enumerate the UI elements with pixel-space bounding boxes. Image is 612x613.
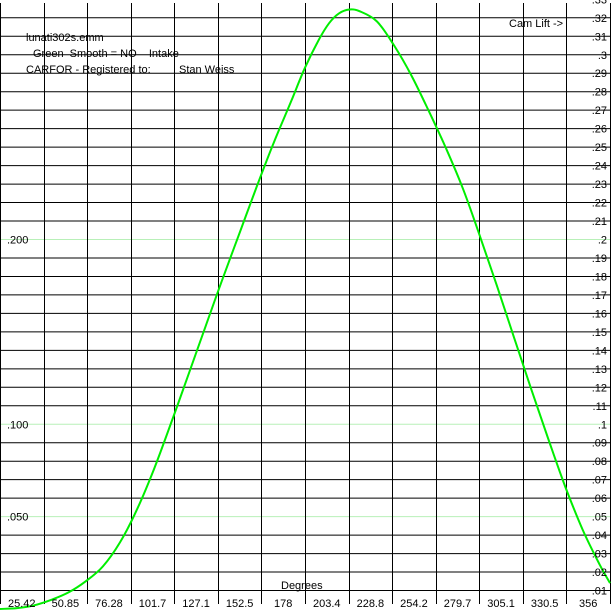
y-tick-label-right: .18: [592, 271, 607, 283]
y-tick-label-right: .32: [592, 13, 607, 25]
x-tick-label: 50.85: [52, 598, 80, 610]
y-tick-label-right: .11: [593, 401, 607, 413]
x-tick-label: 76.28: [95, 598, 123, 610]
y-tick-label-right: .25: [592, 142, 607, 154]
registration-label: CARFOR - Registered to:: [26, 64, 151, 76]
file-name-label: lunati302s.emm: [26, 32, 104, 44]
series-legend-label: Cam Lift ->: [509, 18, 563, 30]
y-tick-label-right: .27: [592, 105, 607, 117]
y-tick-label-right: .07: [592, 475, 607, 487]
y-tick-label-right: .2: [598, 235, 607, 247]
y-tick-label-right: .17: [592, 290, 607, 302]
y-tick-label-right: .03: [592, 549, 607, 561]
y-tick-label-right: .23: [592, 179, 607, 191]
x-tick-label: 127.1: [182, 598, 210, 610]
y-tick-label-right: .16: [592, 308, 607, 320]
y-tick-label-left: .100: [7, 419, 28, 431]
cam-lift-series-line: [0, 8, 611, 610]
y-tick-label-left: .050: [7, 512, 28, 524]
y-tick-label-right: .33: [592, 0, 607, 6]
x-tick-label: 305.1: [487, 598, 515, 610]
y-tick-label-right: .22: [592, 198, 607, 210]
y-tick-label-right: .14: [592, 345, 607, 357]
x-tick-label: 101.7: [139, 598, 167, 610]
x-tick-label: 152.5: [226, 598, 254, 610]
registered-name-label: Stan Weiss: [179, 64, 235, 76]
y-tick-label-right: .09: [592, 438, 607, 450]
x-tick-label: 254.2: [400, 598, 428, 610]
y-tick-label-right: .06: [592, 493, 607, 505]
y-tick-label-right: .28: [592, 87, 607, 99]
y-tick-label-right: .26: [592, 124, 607, 136]
x-axis-labels: 25.42 50.85 76.28 101.7 127.1 152.5 178 203.4 22…: [8, 598, 597, 610]
y-tick-label-right: .3: [598, 50, 607, 62]
y-tick-label-right: .24: [592, 161, 607, 173]
y-tick-label-right: .02: [592, 567, 607, 579]
smooth-setting-label: Green Smooth = NO Intake: [33, 48, 179, 60]
x-tick-label: 279.7: [444, 598, 472, 610]
y-tick-label-right: .21: [592, 216, 607, 228]
y-tick-label-right: .12: [592, 382, 607, 394]
x-axis-title: Degrees: [281, 580, 323, 592]
y-tick-label-right: .05: [592, 512, 607, 524]
y-axis-left-labels: .050 .100 .200: [7, 235, 28, 524]
x-tick-label: 330.5: [531, 598, 559, 610]
y-tick-label-right: .01: [592, 586, 607, 598]
x-tick-label: 203.4: [313, 598, 341, 610]
y-tick-label-right: .29: [592, 68, 607, 80]
y-tick-label-right: .15: [592, 327, 607, 339]
series-layer: [0, 8, 611, 610]
y-tick-label-right: .31: [592, 31, 607, 43]
x-tick-label: 228.8: [357, 598, 385, 610]
x-tick-label: 25.42: [8, 598, 36, 610]
y-axis-right-labels: .01 .02 .03 .04 .05 .06 .07 .08 .09 .1 .11 .12 .13 .1…: [592, 0, 607, 598]
y-tick-label-right: .04: [592, 530, 607, 542]
y-tick-label-right: .13: [592, 364, 607, 376]
x-tick-label: 356: [579, 598, 597, 610]
y-tick-label-right: .08: [592, 456, 607, 468]
y-tick-label-left: .200: [7, 235, 28, 247]
y-tick-label-right: .1: [598, 419, 607, 431]
y-tick-label-right: .19: [592, 253, 607, 265]
x-tick-label: 178: [274, 598, 292, 610]
